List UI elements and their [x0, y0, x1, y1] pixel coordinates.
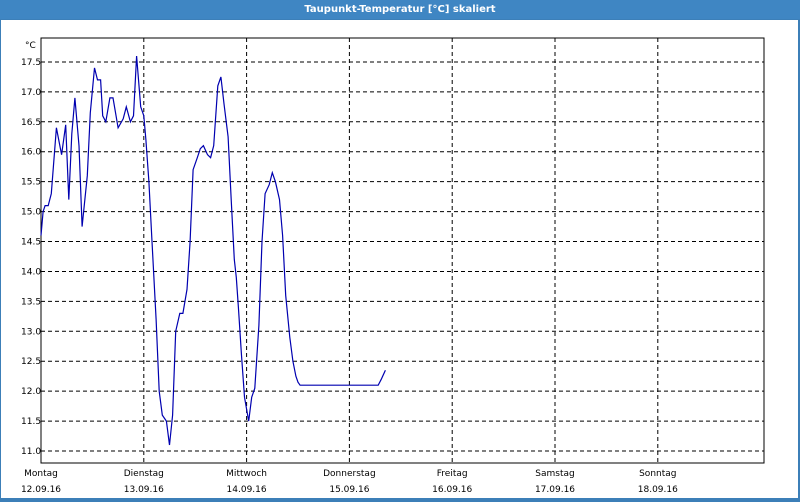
- y-tick-label: 11.5: [21, 417, 41, 427]
- plot-panel: °C 11.0 11.5 12.0 12.5 13.0 13.5 14.0 14.5 15.0 15…: [1, 20, 798, 498]
- y-tick-label: 12.0: [21, 387, 41, 397]
- x-tick-day-label: Mittwoch: [226, 469, 267, 479]
- x-tick-date-label: 14.09.16: [227, 485, 267, 495]
- x-tick-day-label: Sonntag: [639, 469, 676, 479]
- x-tick-day-label: Donnerstag: [323, 469, 376, 479]
- y-tick-label: 13.0: [21, 327, 41, 337]
- x-tick-date-label: 12.09.16: [21, 485, 61, 495]
- y-tick-label: 17.0: [21, 88, 41, 98]
- x-tick-date-label: 15.09.16: [329, 485, 369, 495]
- x-tick-date-label: 17.09.16: [535, 485, 575, 495]
- y-tick-label: 16.0: [21, 148, 41, 158]
- x-tick-date-label: 16.09.16: [432, 485, 472, 495]
- x-tick-date-label: 13.09.16: [124, 485, 164, 495]
- y-tick-label: 12.5: [21, 357, 41, 367]
- line-chart: °C 11.0 11.5 12.0 12.5 13.0 13.5 14.0 14.5 15.0 15…: [21, 37, 765, 495]
- y-tick-label: 14.0: [21, 267, 41, 277]
- x-tick-day-label: Freitag: [437, 469, 468, 479]
- y-tick-label: 15.5: [21, 178, 41, 188]
- series-line-dewpoint: [40, 55, 386, 446]
- window-title: Taupunkt-Temperatur [°C] skaliert: [0, 0, 800, 19]
- y-axis-label: °C: [25, 41, 36, 51]
- plot-frame: [40, 37, 765, 464]
- x-tick-day-label: Dienstag: [124, 469, 164, 479]
- x-tick-day-label: Montag: [24, 469, 58, 479]
- y-tick-label: 16.5: [21, 118, 41, 128]
- y-tick-label: 11.0: [21, 447, 41, 457]
- x-tick-date-label: 18.09.16: [638, 485, 678, 495]
- x-tick-day-label: Samstag: [535, 469, 574, 479]
- y-tick-label: 15.0: [21, 208, 41, 218]
- y-tick-label: 17.5: [21, 58, 41, 68]
- y-tick-label: 13.5: [21, 297, 41, 307]
- y-tick-label: 14.5: [21, 238, 41, 248]
